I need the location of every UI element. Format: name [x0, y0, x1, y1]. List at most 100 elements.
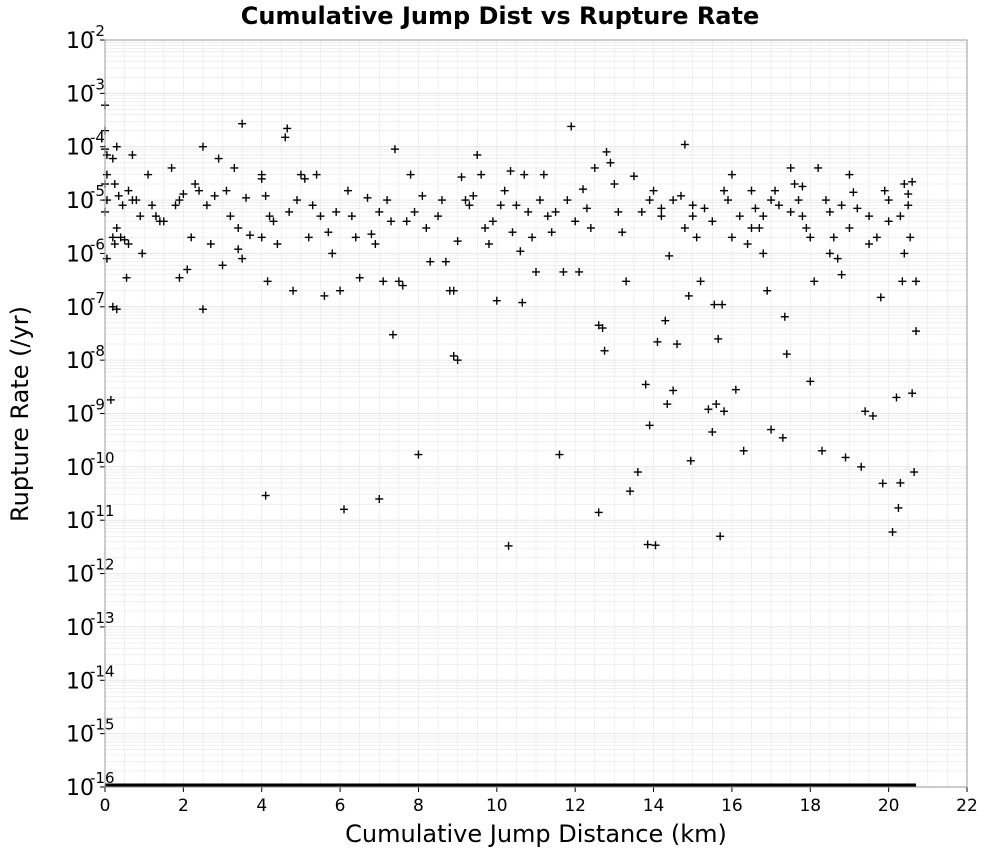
data-point — [718, 300, 727, 309]
data-point — [488, 217, 497, 226]
data-point — [406, 170, 415, 179]
data-point — [884, 217, 893, 226]
data-point — [880, 186, 889, 195]
x-tick-label: 14 — [643, 796, 665, 816]
data-point — [802, 223, 811, 232]
y-tick-label-base: 10 — [66, 29, 94, 54]
data-point — [242, 193, 251, 202]
data-point — [120, 235, 129, 244]
data-point — [457, 173, 466, 182]
data-point — [296, 170, 305, 179]
data-point — [363, 193, 372, 202]
data-point — [818, 446, 827, 455]
data-point — [841, 453, 850, 462]
data-point — [637, 207, 646, 216]
data-point — [524, 207, 533, 216]
y-tick-label-base: 10 — [66, 136, 94, 161]
data-point — [767, 196, 776, 205]
data-point — [316, 212, 325, 221]
data-point — [261, 491, 270, 500]
data-point — [183, 265, 192, 274]
data-point — [230, 163, 239, 172]
data-point — [108, 233, 117, 242]
y-tick-label-exponent: -3 — [90, 75, 105, 93]
data-point — [484, 240, 493, 249]
data-point — [563, 196, 572, 205]
data-point — [600, 346, 609, 355]
data-point — [402, 217, 411, 226]
data-point — [496, 201, 505, 210]
data-point — [798, 212, 807, 221]
data-point — [673, 340, 682, 349]
data-point — [383, 196, 392, 205]
data-point — [900, 180, 909, 189]
data-point — [571, 217, 580, 226]
y-tick-label-base: 10 — [66, 403, 94, 428]
data-point — [198, 305, 207, 314]
data-point — [759, 249, 768, 258]
data-point — [900, 249, 909, 258]
data-point — [898, 277, 907, 286]
data-point — [453, 237, 462, 246]
data-point — [144, 170, 153, 179]
y-tick-label-exponent: -7 — [90, 289, 105, 307]
y-tick-label-exponent: -10 — [90, 449, 115, 467]
data-point — [590, 163, 599, 172]
data-point — [704, 405, 713, 414]
y-tick-label-base: 10 — [66, 349, 94, 374]
data-point — [665, 251, 674, 260]
data-point — [508, 228, 517, 237]
data-point — [680, 140, 689, 149]
data-point — [547, 228, 556, 237]
data-point — [504, 541, 513, 550]
data-point — [865, 212, 874, 221]
data-point — [518, 298, 527, 307]
data-point — [371, 240, 380, 249]
data-point — [723, 196, 732, 205]
data-point — [763, 286, 772, 295]
data-point — [195, 186, 204, 195]
data-point — [308, 201, 317, 210]
data-point — [778, 433, 787, 442]
y-tick-label-base: 10 — [66, 189, 94, 214]
data-point — [324, 228, 333, 237]
data-point — [469, 191, 478, 200]
data-point — [238, 254, 247, 263]
data-point — [481, 223, 490, 232]
data-point — [829, 233, 838, 242]
x-tick-label: 20 — [878, 796, 900, 816]
x-ticks: 0 2 4 6 8 10 12 14 16 18 20 22 — [100, 787, 978, 816]
data-point — [810, 277, 819, 286]
data-point — [238, 119, 247, 128]
x-tick-label: 6 — [335, 796, 346, 816]
data-point — [755, 223, 764, 232]
y-tick-label-base: 10 — [66, 723, 94, 748]
data-point — [118, 201, 127, 210]
data-point — [328, 249, 337, 258]
data-point — [263, 277, 272, 286]
data-point — [528, 233, 537, 242]
data-point — [516, 247, 525, 256]
data-point — [206, 240, 215, 249]
data-point — [896, 212, 905, 221]
y-tick-label-base: 10 — [66, 669, 94, 694]
data-point — [379, 277, 388, 286]
data-point — [555, 450, 564, 459]
data-point — [786, 163, 795, 172]
y-tick-label-exponent: -6 — [90, 235, 105, 253]
data-point — [626, 487, 635, 496]
data-point — [876, 293, 885, 302]
data-point — [610, 180, 619, 189]
data-point — [598, 324, 607, 333]
data-point — [649, 186, 658, 195]
y-tick-label-base: 10 — [66, 776, 94, 801]
data-point — [759, 212, 768, 221]
data-point — [594, 508, 603, 517]
data-point — [106, 395, 115, 404]
data-point — [582, 204, 591, 213]
data-point — [661, 316, 670, 325]
data-point — [798, 182, 807, 191]
data-point — [449, 286, 458, 295]
data-point — [539, 170, 548, 179]
